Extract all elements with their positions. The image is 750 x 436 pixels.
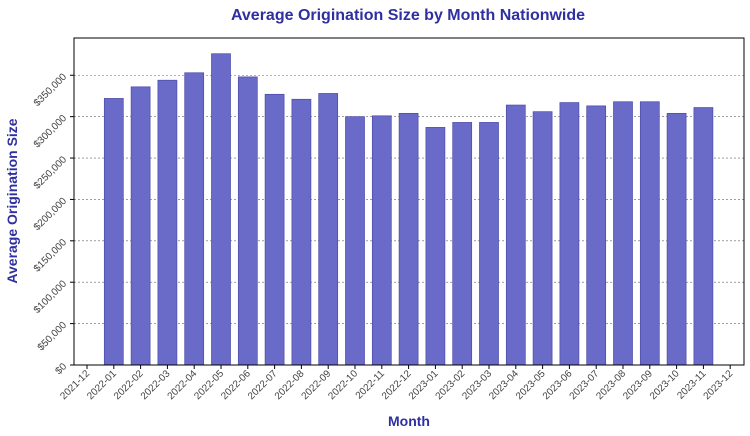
- bar-2022-02: [130, 86, 151, 366]
- bar-2022-06: [237, 76, 258, 366]
- y-tick-label: $50,000: [36, 320, 70, 354]
- bar-2022-12: [398, 112, 419, 366]
- bar-2023-09: [639, 101, 660, 366]
- bar-2023-07: [586, 105, 607, 366]
- y-axis-label: Average Origination Size: [4, 118, 20, 283]
- bar-2022-10: [345, 116, 365, 366]
- y-tick-label: $150,000: [32, 237, 70, 275]
- bar-2023-02: [452, 122, 473, 366]
- bar-2023-03: [479, 122, 499, 366]
- x-tick-label: 2023-10: [648, 368, 682, 402]
- bar-2022-03: [157, 79, 178, 366]
- x-tick-label: 2022-10: [326, 368, 360, 402]
- bar-2023-01: [425, 127, 446, 366]
- y-tick-label: $200,000: [32, 195, 70, 233]
- x-tick-label: 2023-12: [702, 368, 736, 402]
- x-axis-ticks: 2021-122022-012022-022022-032022-042022-…: [58, 365, 736, 402]
- bar-2023-06: [559, 102, 580, 366]
- bar-2022-11: [371, 115, 392, 366]
- bar-2023-05: [532, 111, 553, 366]
- y-tick-label: $300,000: [32, 113, 70, 151]
- bar-2022-08: [291, 98, 312, 366]
- bar-2023-04: [505, 104, 526, 366]
- y-tick-label: $100,000: [32, 278, 70, 316]
- bar-2022-01: [103, 98, 124, 366]
- bar-2023-08: [613, 101, 633, 366]
- chart-title: Average Origination Size by Month Nation…: [231, 7, 585, 24]
- y-tick-label: $0: [53, 361, 69, 377]
- bar-2023-11: [693, 107, 714, 366]
- y-axis-ticks: $0 $50,000 $100,000$150,000 $200,000$250,00…: [32, 71, 74, 377]
- bar-2022-09: [318, 93, 339, 366]
- y-tick-label: $350,000: [32, 71, 70, 109]
- bars: [103, 53, 714, 366]
- bar-2022-07: [264, 93, 285, 366]
- bar-2022-05: [211, 53, 231, 366]
- x-axis-label: Month: [388, 413, 430, 429]
- y-tick-label: $250,000: [32, 154, 70, 192]
- bar-2023-10: [666, 112, 687, 366]
- bar-2022-04: [184, 72, 205, 366]
